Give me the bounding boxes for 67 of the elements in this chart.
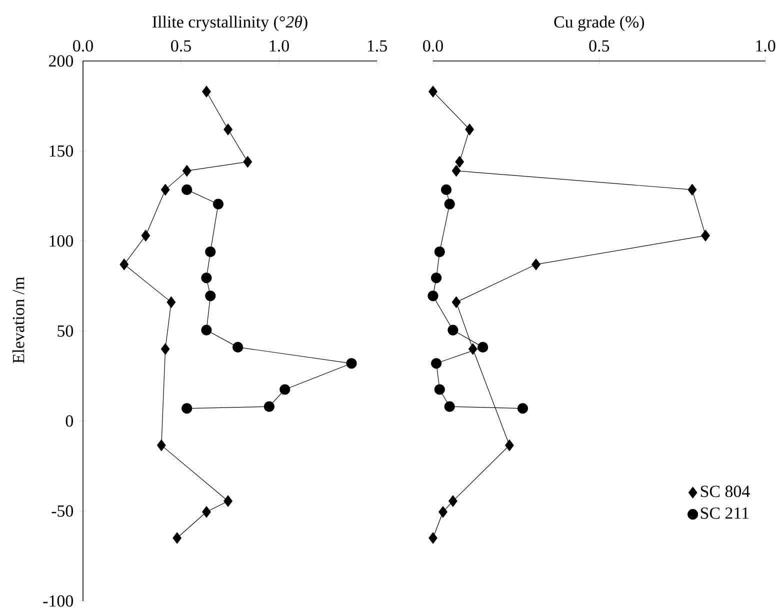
point	[532, 258, 540, 270]
point	[120, 258, 129, 270]
x-tick-label: 0.5	[589, 40, 610, 52]
point	[264, 401, 275, 412]
point	[688, 184, 697, 196]
point	[201, 324, 212, 336]
x-tick-label: 0.0	[423, 40, 443, 52]
point	[160, 184, 170, 196]
point	[468, 343, 478, 355]
point	[212, 198, 224, 210]
point	[201, 272, 212, 284]
point	[166, 296, 176, 308]
point	[440, 184, 452, 195]
point	[438, 506, 448, 518]
point	[444, 401, 455, 412]
y-tick-label: 150	[50, 145, 74, 157]
point	[444, 198, 455, 210]
x-tick-label: 1.0	[270, 40, 289, 52]
x-tick-label: 1.5	[368, 40, 387, 52]
point	[434, 384, 445, 395]
y-axis-title: Elevation /m	[12, 276, 24, 364]
legend-label: SC 804	[700, 486, 750, 498]
point	[280, 384, 290, 395]
y-tick-label: 0	[66, 415, 74, 427]
point	[448, 324, 458, 336]
x-tick-label: 0.0	[73, 40, 93, 52]
point	[434, 246, 445, 258]
point	[243, 156, 252, 168]
y-tick-label: 100	[50, 235, 74, 247]
point	[182, 164, 192, 177]
point	[465, 124, 474, 136]
y-tick-label: 200	[49, 55, 74, 67]
point	[205, 246, 216, 258]
legend-label: SC 211	[700, 507, 749, 519]
point	[205, 290, 216, 302]
x-axis-title: Illite crystallinity (°2θ)	[152, 16, 308, 32]
point	[505, 439, 514, 452]
point	[452, 296, 461, 308]
point	[428, 290, 438, 302]
y-tick-label: -50	[52, 505, 74, 517]
point	[346, 358, 357, 369]
point	[182, 184, 192, 195]
point	[224, 495, 232, 507]
point	[431, 358, 442, 369]
point	[182, 403, 192, 414]
y-tick-label: -100	[43, 595, 74, 607]
point	[156, 439, 166, 452]
y-tick-label: 50	[58, 325, 74, 337]
point	[160, 343, 170, 355]
point	[478, 342, 488, 352]
point	[517, 403, 528, 414]
point	[172, 532, 182, 544]
x-axis-title: Cu grade (%)	[554, 16, 644, 32]
point	[428, 532, 438, 544]
point	[141, 230, 150, 242]
point	[202, 506, 211, 518]
x-tick-label: 1.0	[756, 40, 776, 52]
point	[448, 495, 458, 507]
point	[455, 156, 464, 168]
point	[224, 124, 232, 136]
point	[452, 164, 461, 177]
point	[202, 86, 211, 98]
x-tick-label: 0.5	[171, 40, 191, 52]
point	[431, 272, 442, 284]
point	[232, 342, 244, 352]
point	[701, 230, 710, 242]
point	[428, 86, 438, 98]
